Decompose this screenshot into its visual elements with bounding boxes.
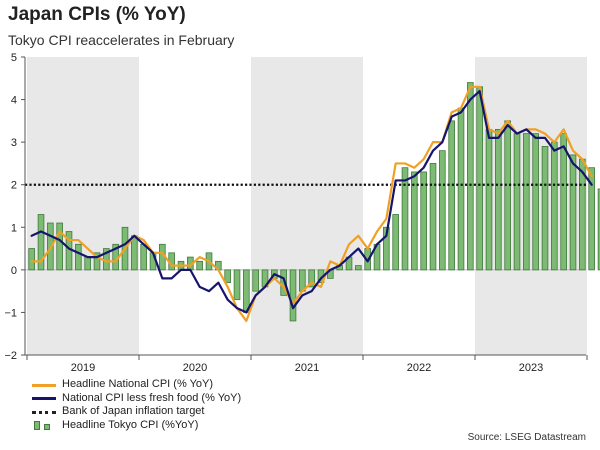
year-shade-2019 (27, 57, 139, 355)
tokyo-cpi-bar (448, 120, 455, 271)
dotted-line-swatch-icon (32, 407, 56, 417)
tokyo-cpi-bar (551, 141, 558, 271)
tokyo-cpi-bar (476, 86, 483, 271)
tokyo-cpi-bar (140, 243, 147, 271)
y-tick-label: 4 (11, 95, 17, 107)
x-year-label: 2019 (71, 362, 95, 374)
tokyo-cpi-bar (569, 154, 577, 271)
tokyo-cpi-bar (411, 171, 418, 271)
year-shade-2021 (251, 57, 363, 355)
tokyo-cpi-bar (485, 128, 493, 271)
tokyo-cpi-bar (37, 214, 45, 271)
x-year-label: 2023 (519, 362, 543, 374)
tokyo-cpi-bar (84, 256, 91, 271)
tokyo-cpi-bar (467, 82, 474, 271)
tokyo-cpi-bar (233, 269, 241, 301)
legend-label: Headline Tokyo CPI (%YoY) (62, 418, 199, 431)
legend-label: National CPI less fresh food (% YoY) (62, 391, 242, 404)
legend-item-headline-national: Headline National CPI (% YoY) (32, 378, 241, 392)
legend-item-tokyo-cpi: Headline Tokyo CPI (%YoY) (32, 419, 241, 433)
cpi-lines (25, 85, 593, 323)
tokyo-cpi-bar (439, 150, 446, 271)
y-tick-label: 1 (11, 222, 17, 234)
y-tick-label: 0 (11, 265, 17, 277)
x-year-label: 2021 (295, 362, 319, 374)
tokyo-cpi-bar (457, 107, 465, 271)
tokyo-cpi-bar (28, 248, 35, 271)
tokyo-cpi-bar (541, 145, 549, 271)
tokyo-cpi-bar (597, 188, 600, 271)
core-national-cpi-line (30, 89, 593, 314)
tokyo-cpi-bar (523, 133, 530, 271)
x-year-label: 2022 (407, 362, 431, 374)
y-tick-label: 3 (11, 137, 17, 149)
legend-label: Bank of Japan inflation target (62, 405, 205, 417)
y-tick-label: 2 (11, 180, 17, 192)
legend-item-boj-target: Bank of Japan inflation target (32, 405, 241, 419)
year-shade-2023 (475, 57, 587, 355)
axes: −2 −1 0 1 2 3 4 5 2019 2020 2021 2022 2023 (4, 52, 588, 374)
tokyo-cpi-bar (196, 260, 203, 271)
tokyo-cpi-bar (289, 269, 297, 322)
bar-swatch-icon (32, 420, 56, 431)
tokyo-cpi-bar (224, 269, 231, 284)
chart-title: Japan CPIs (% YoY) (8, 4, 186, 25)
tokyo-cpi-bar (429, 163, 437, 271)
orange-line-swatch-icon (32, 380, 56, 390)
tokyo-cpi-bar (56, 222, 63, 271)
tokyo-cpi-bar (355, 265, 362, 271)
tokyo-cpi-bar (93, 252, 101, 271)
headline-national-cpi-line (30, 85, 593, 323)
tokyo-cpi-bar (560, 133, 567, 271)
legend: Headline National CPI (% YoY) National C… (32, 378, 241, 432)
source-note: Source: LSEG Datastream (467, 432, 586, 443)
navy-line-swatch-icon (32, 393, 56, 403)
tokyo-cpi-bar (280, 269, 287, 296)
tokyo-cpi-bar (495, 128, 502, 271)
year-shading (27, 57, 587, 355)
tokyo-cpi-bar (252, 269, 259, 292)
tokyo-cpi-bar (308, 269, 315, 288)
y-tick-label: −2 (4, 350, 17, 362)
tokyo-cpi-bar (401, 167, 409, 271)
tokyo-cpi-bar (243, 269, 250, 313)
y-tick-label: −1 (4, 307, 17, 319)
legend-label: Headline National CPI (% YoY) (62, 378, 214, 390)
chart-subtitle: Tokyo CPI reaccelerates in February (8, 32, 235, 48)
tokyo-cpi-bar (532, 133, 539, 271)
y-tick-label: 5 (11, 52, 17, 64)
tokyo-cpi-bar (588, 167, 595, 271)
tokyo-cpi-bar (420, 171, 427, 271)
tokyo-cpi-bar (392, 214, 399, 271)
tokyo-cpi-bar (131, 235, 138, 271)
tokyo-cpi-bar (513, 133, 521, 271)
legend-item-core-national: National CPI less fresh food (% YoY) (32, 392, 241, 406)
tokyo-cpi-bar (383, 226, 390, 271)
tokyo-cpi-bar (75, 243, 82, 271)
tokyo-cpi-bar (504, 120, 511, 271)
x-year-label: 2020 (183, 362, 207, 374)
